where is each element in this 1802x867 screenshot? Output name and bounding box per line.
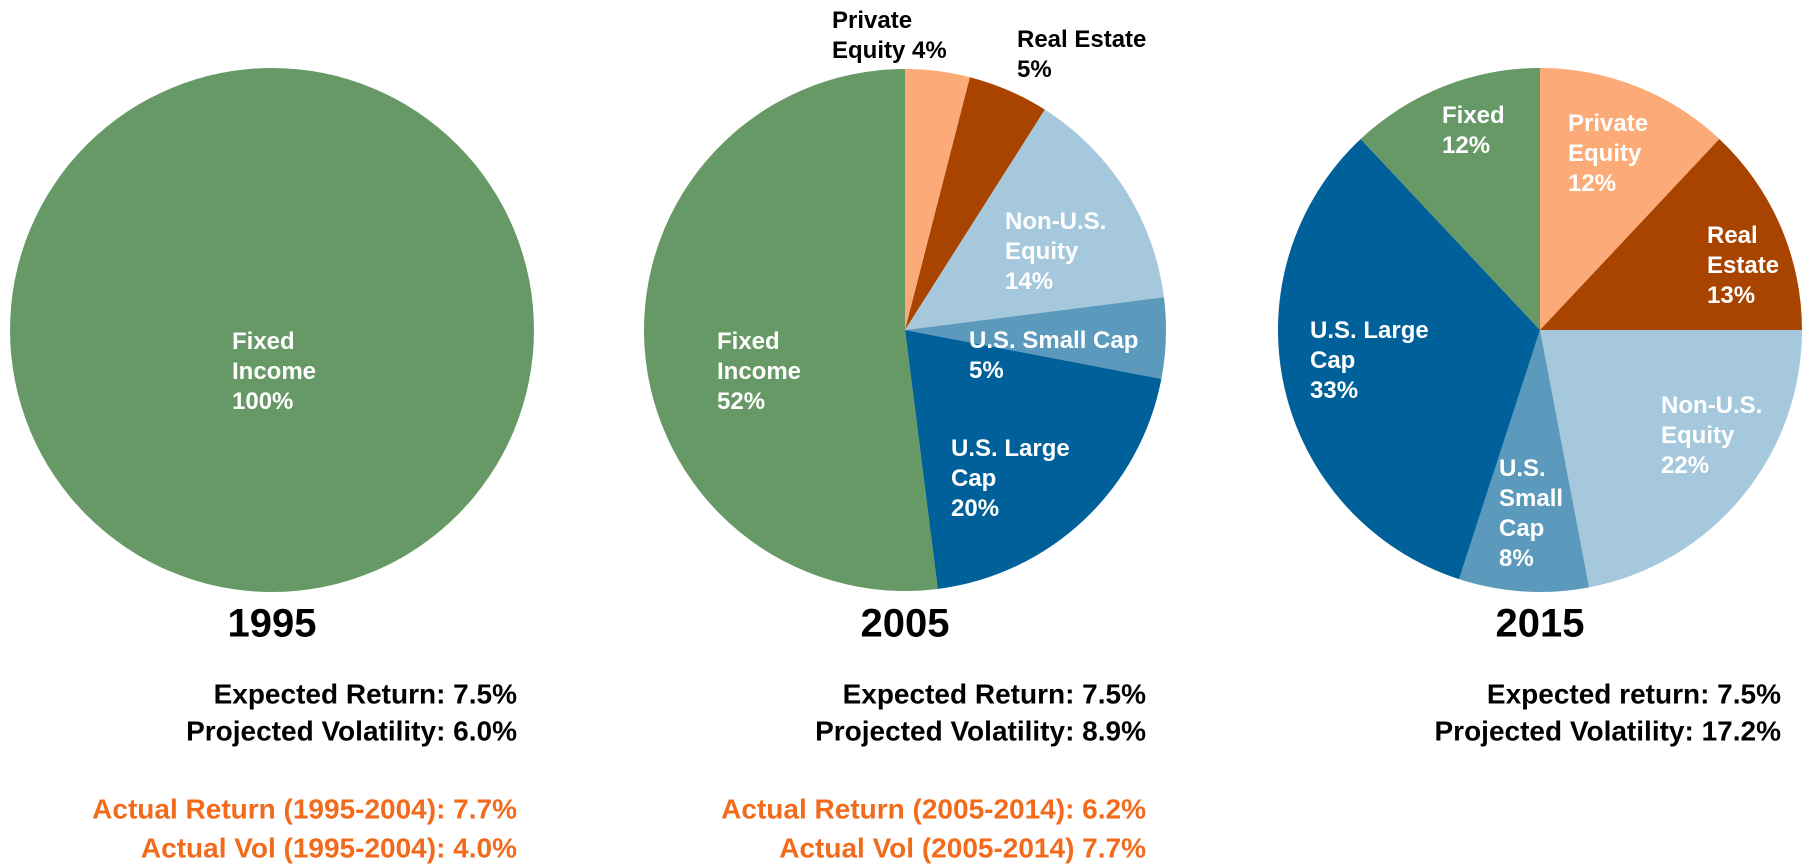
chart-title: 1995 (228, 602, 317, 646)
slice-value: 13% (1707, 282, 1756, 309)
annotation: Projected Volatility: 17.2% (1435, 715, 1782, 746)
slice-name: U.S. Small Cap (1499, 455, 1564, 542)
slice-label: Non-U.S. Equity 22% (1661, 391, 1791, 481)
slice-value: 52% (717, 388, 766, 415)
slice-name: Fixed Income (717, 328, 802, 385)
slice-label: Real Estate 13% (1707, 221, 1802, 311)
pie-slice (905, 297, 1166, 379)
pie-slice (1540, 139, 1802, 330)
slice-label: Fixed 12% (1442, 101, 1542, 161)
pie-slice (1540, 68, 1720, 330)
slice-label: Non-U.S. Equity 14% (1005, 207, 1135, 297)
annotation: Actual Return (2005-2014): 6.2% (721, 793, 1146, 824)
pie-slice (1360, 68, 1540, 330)
slice-value: 5% (1017, 56, 1052, 83)
pie-slice (905, 330, 1162, 589)
slice-name: Private Equity (1568, 110, 1649, 167)
chart-title: 2015 (1496, 602, 1585, 646)
slice-value: 22% (1661, 452, 1710, 479)
slice-label: Real Estate 5% (1017, 25, 1217, 85)
slice-value: 12% (1568, 170, 1617, 197)
annotation: Expected Return: 7.5% (214, 678, 518, 709)
slice-value: 8% (1499, 545, 1534, 572)
slice-value: 4% (912, 37, 947, 64)
pie-slice (905, 77, 1045, 330)
pie-slice (644, 69, 938, 591)
slice-name: Non-U.S. Equity (1005, 208, 1107, 265)
slice-value: 33% (1310, 377, 1359, 404)
chart-title: 2005 (861, 602, 950, 646)
slice-value: 5% (969, 357, 1004, 384)
slice-name: Real Estate (1707, 222, 1780, 279)
annotation: Projected Volatility: 8.9% (815, 715, 1146, 746)
annotation: Expected Return: 7.5% (843, 678, 1147, 709)
pie-slice (10, 68, 534, 592)
annotation: Actual Return (1995-2004): 7.7% (92, 793, 517, 824)
pie-slice (905, 109, 1164, 331)
slice-label: U.S. Small Cap 8% (1499, 454, 1579, 574)
slice-value: 20% (951, 495, 1000, 522)
slice-label: Fixed Income 52% (717, 327, 827, 417)
slice-label: U.S. Small Cap 5% (969, 326, 1179, 386)
slice-label: Fixed Income 100% (232, 327, 352, 417)
slice-name: Non-U.S. Equity (1661, 392, 1763, 449)
annotation: Actual Vol (1995-2004): 4.0% (141, 832, 517, 863)
pie-slice (1459, 330, 1590, 592)
slice-name: Fixed Income (232, 328, 317, 385)
slice-value: 12% (1442, 132, 1491, 159)
annotation: Actual Vol (2005-2014) 7.7% (779, 832, 1146, 863)
slice-name: U.S. Large Cap (1310, 317, 1429, 374)
slice-label: U.S. Large Cap 20% (951, 434, 1091, 524)
pie-slice (905, 69, 970, 330)
slice-name: Fixed (1442, 102, 1505, 129)
slice-value: 100% (232, 388, 294, 415)
slice-name: Private Equity (832, 7, 913, 64)
slice-name: U.S. Small Cap (969, 327, 1139, 354)
pie-slice (1540, 330, 1802, 588)
annotation: Expected return: 7.5% (1487, 678, 1781, 709)
slice-label: Private Equity 12% (1568, 109, 1678, 199)
slice-label: Private Equity 4% (832, 6, 957, 66)
annotation: Projected Volatility: 6.0% (186, 715, 517, 746)
slice-value: 14% (1005, 268, 1054, 295)
slice-label: U.S. Large Cap 33% (1310, 316, 1450, 406)
slice-name: Real Estate (1017, 26, 1147, 53)
pie-slice (1278, 139, 1540, 580)
slice-name: U.S. Large Cap (951, 435, 1070, 492)
